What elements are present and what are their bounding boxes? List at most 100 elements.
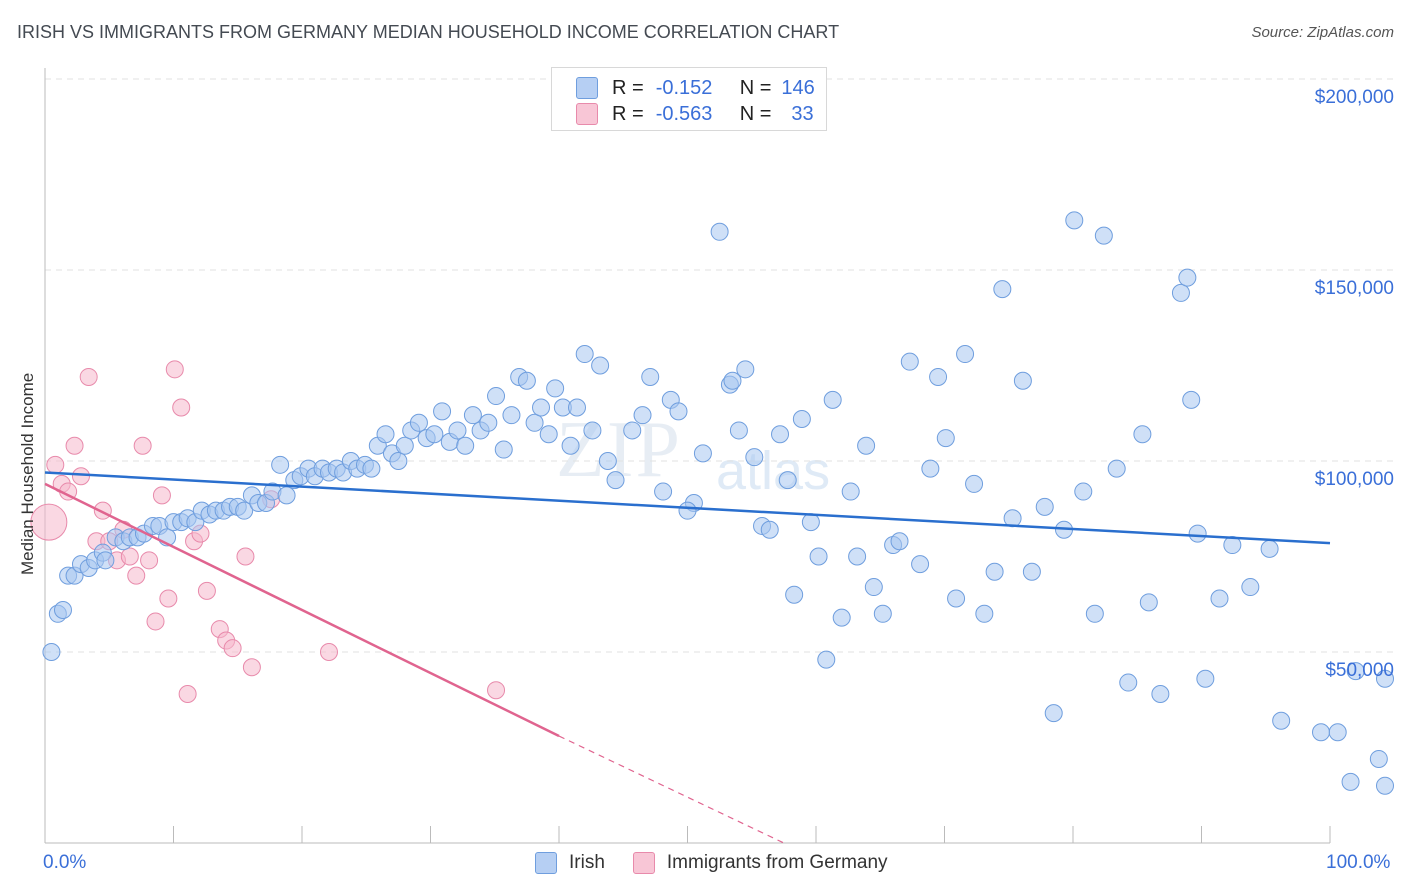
irish-point: [985, 562, 1004, 581]
germany-point: [71, 467, 90, 486]
legend-row-germany: R = -0.563 N = 33: [576, 102, 814, 126]
irish-point: [1376, 776, 1394, 795]
irish-point: [277, 486, 296, 505]
irish-point: [463, 406, 482, 425]
irish-point: [487, 387, 506, 406]
germany-point: [120, 547, 139, 566]
irish-point: [433, 402, 452, 421]
irish-point: [873, 604, 892, 623]
irish-point: [623, 421, 642, 440]
irish-point: [1196, 669, 1215, 688]
irish-point: [710, 222, 729, 241]
legend-n-value: 33: [791, 102, 814, 125]
irish-points: [42, 211, 1394, 795]
y-tick-label: $150,000: [1314, 278, 1394, 299]
irish-point: [1119, 673, 1138, 692]
irish-point: [1260, 539, 1279, 558]
irish-point: [1188, 524, 1207, 543]
irish-point: [561, 436, 580, 455]
irish-point: [532, 398, 551, 417]
irish-point: [1094, 226, 1113, 245]
irish-point: [864, 578, 883, 597]
irish-point: [1328, 723, 1347, 742]
irish-point: [817, 650, 836, 669]
irish-point: [1346, 662, 1365, 681]
correlation-legend: R = -0.152 N = 146 R = -0.563 N = 33: [551, 67, 827, 131]
germany-point: [133, 436, 152, 455]
irish-point: [965, 474, 984, 493]
irish-point: [546, 379, 565, 398]
irish-point: [525, 413, 544, 432]
irish-point: [456, 436, 475, 455]
irish-point: [494, 440, 513, 459]
irish-point: [911, 555, 930, 574]
series-legend-germany: Immigrants from Germany: [632, 852, 888, 874]
series-legend-irish-label: Irish: [569, 852, 605, 873]
irish-point: [479, 413, 498, 432]
germany-point: [236, 547, 255, 566]
irish-point: [96, 551, 115, 570]
irish-point: [832, 608, 851, 627]
irish-point: [271, 455, 290, 474]
irish-point: [395, 436, 414, 455]
trendlines: [44, 471, 1331, 844]
irish-point: [633, 406, 652, 425]
irish-point: [448, 421, 467, 440]
irish-point: [936, 429, 955, 448]
irish-point: [425, 425, 444, 444]
irish-point: [823, 390, 842, 409]
irish-point: [921, 459, 940, 478]
y-axis-label: Median Household Income: [18, 372, 37, 575]
irish-point: [947, 589, 966, 608]
irish-point: [736, 360, 755, 379]
irish-point: [654, 482, 673, 501]
irish-point: [723, 371, 742, 390]
irish-point: [760, 520, 779, 539]
irish-point: [502, 406, 521, 425]
irish-point: [848, 547, 867, 566]
legend-r-label: R =: [612, 102, 644, 125]
irish-point: [729, 421, 748, 440]
y-tick-label: $200,000: [1314, 87, 1394, 108]
irish-point: [1065, 211, 1084, 230]
irish-point: [1178, 268, 1197, 287]
legend-r-value: -0.563: [655, 102, 713, 125]
germany-point: [140, 551, 159, 570]
x-tick-label-max: 100.0%: [1326, 852, 1391, 873]
irish-point: [591, 356, 610, 375]
irish-point: [598, 452, 617, 470]
germany-point: [165, 360, 184, 379]
watermark-atlas: atlas: [716, 441, 831, 501]
irish-point: [517, 371, 536, 390]
irish-point: [1210, 589, 1229, 608]
irish-point: [389, 452, 408, 470]
irish-point: [1341, 772, 1360, 791]
legend-n-label: N =: [739, 76, 772, 99]
germany-trendline-extension: [558, 735, 785, 844]
irish-point: [1376, 669, 1394, 688]
irish-point: [792, 409, 811, 428]
axes: [44, 68, 1331, 844]
irish-point: [235, 501, 254, 520]
irish-point: [1241, 578, 1260, 597]
irish-point: [745, 448, 764, 467]
irish-point: [1035, 497, 1054, 516]
irish-swatch-icon: [576, 77, 598, 99]
legend-n-value: 146: [781, 76, 815, 99]
irish-point: [539, 425, 558, 444]
germany-point: [65, 436, 84, 455]
irish-point: [1369, 749, 1388, 768]
irish-point: [1171, 283, 1190, 302]
chart-source: Source: ZipAtlas.com: [1251, 24, 1394, 41]
germany-point: [197, 581, 216, 600]
germany-point: [319, 643, 338, 661]
irish-point: [771, 425, 790, 444]
irish-point: [1085, 604, 1104, 623]
y-tick-label: $100,000: [1314, 469, 1394, 490]
irish-point: [641, 367, 660, 386]
irish-trendline: [44, 471, 1331, 545]
germany-point: [178, 685, 197, 704]
germany-point: [127, 566, 146, 585]
gridlines: [45, 78, 1395, 653]
germany-point: [242, 658, 261, 677]
